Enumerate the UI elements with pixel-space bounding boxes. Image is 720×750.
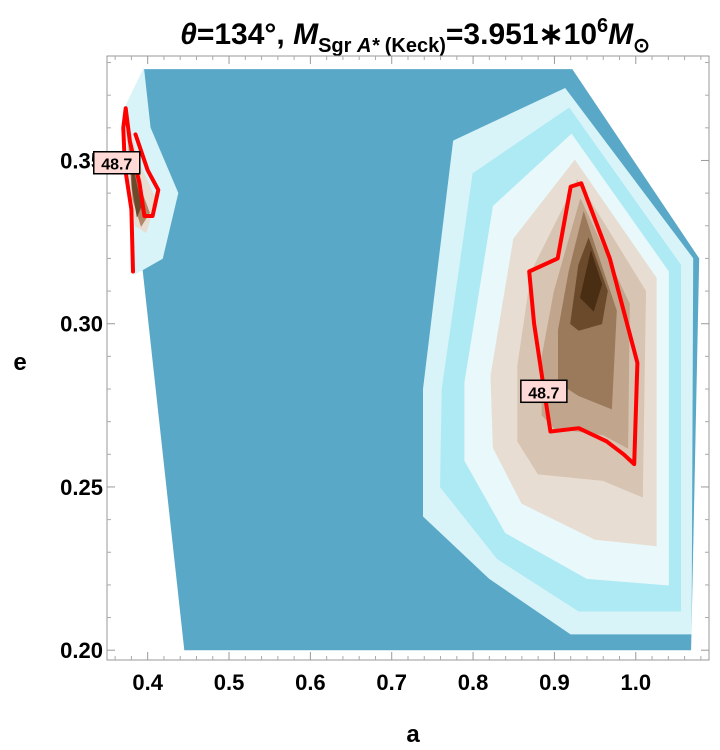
plot-area [124, 67, 700, 651]
y-tick-label: 0.20 [60, 638, 103, 663]
x-axis-label: a [406, 721, 420, 748]
y-tick-label: 0.25 [60, 475, 103, 500]
title-mass-symbol: M [293, 18, 319, 51]
x-tick-label: 0.7 [376, 670, 407, 695]
title-theta-symbol: θ [180, 18, 197, 51]
title-mass-subscript: Sgr [318, 35, 357, 57]
title-solar-symbol: M [608, 18, 634, 51]
contour-labels: 48.7 48.7 [93, 150, 568, 404]
title-mass-value: =3.951∗10 [446, 18, 597, 51]
contour-label-box [93, 150, 141, 175]
title-theta-value: =134°, [197, 18, 293, 51]
x-tick-label: 0.9 [539, 670, 570, 695]
contour-label-box [520, 379, 568, 404]
x-tick-label: 0.4 [132, 670, 163, 695]
plot-frame: 0.4 0.5 0.6 0.7 0.8 0.9 1.00.200.250.300.35 [60, 55, 710, 695]
x-tick-label: 0.8 [458, 670, 489, 695]
x-tick-label: 0.6 [295, 670, 326, 695]
title-mass-subscript-tail: (Keck) [379, 35, 446, 57]
title-solar-subscript: ⊙ [633, 35, 650, 57]
y-tick-label: 0.30 [60, 312, 103, 337]
contour-label-text: 48.7 [101, 157, 132, 174]
title-mass-subscript-italic: A* [356, 35, 380, 57]
title-mass-exponent: 6 [597, 15, 608, 37]
contour-band-right-peak-8 [579, 250, 603, 312]
contour-label-text: 48.7 [528, 385, 559, 402]
y-axis-label: e [13, 349, 26, 376]
x-tick-label: 1.0 [620, 670, 651, 695]
chart-title: θ=134°, MSgr A* (Keck)=3.951∗106M⊙ [180, 15, 650, 57]
x-tick-label: 0.5 [214, 670, 245, 695]
